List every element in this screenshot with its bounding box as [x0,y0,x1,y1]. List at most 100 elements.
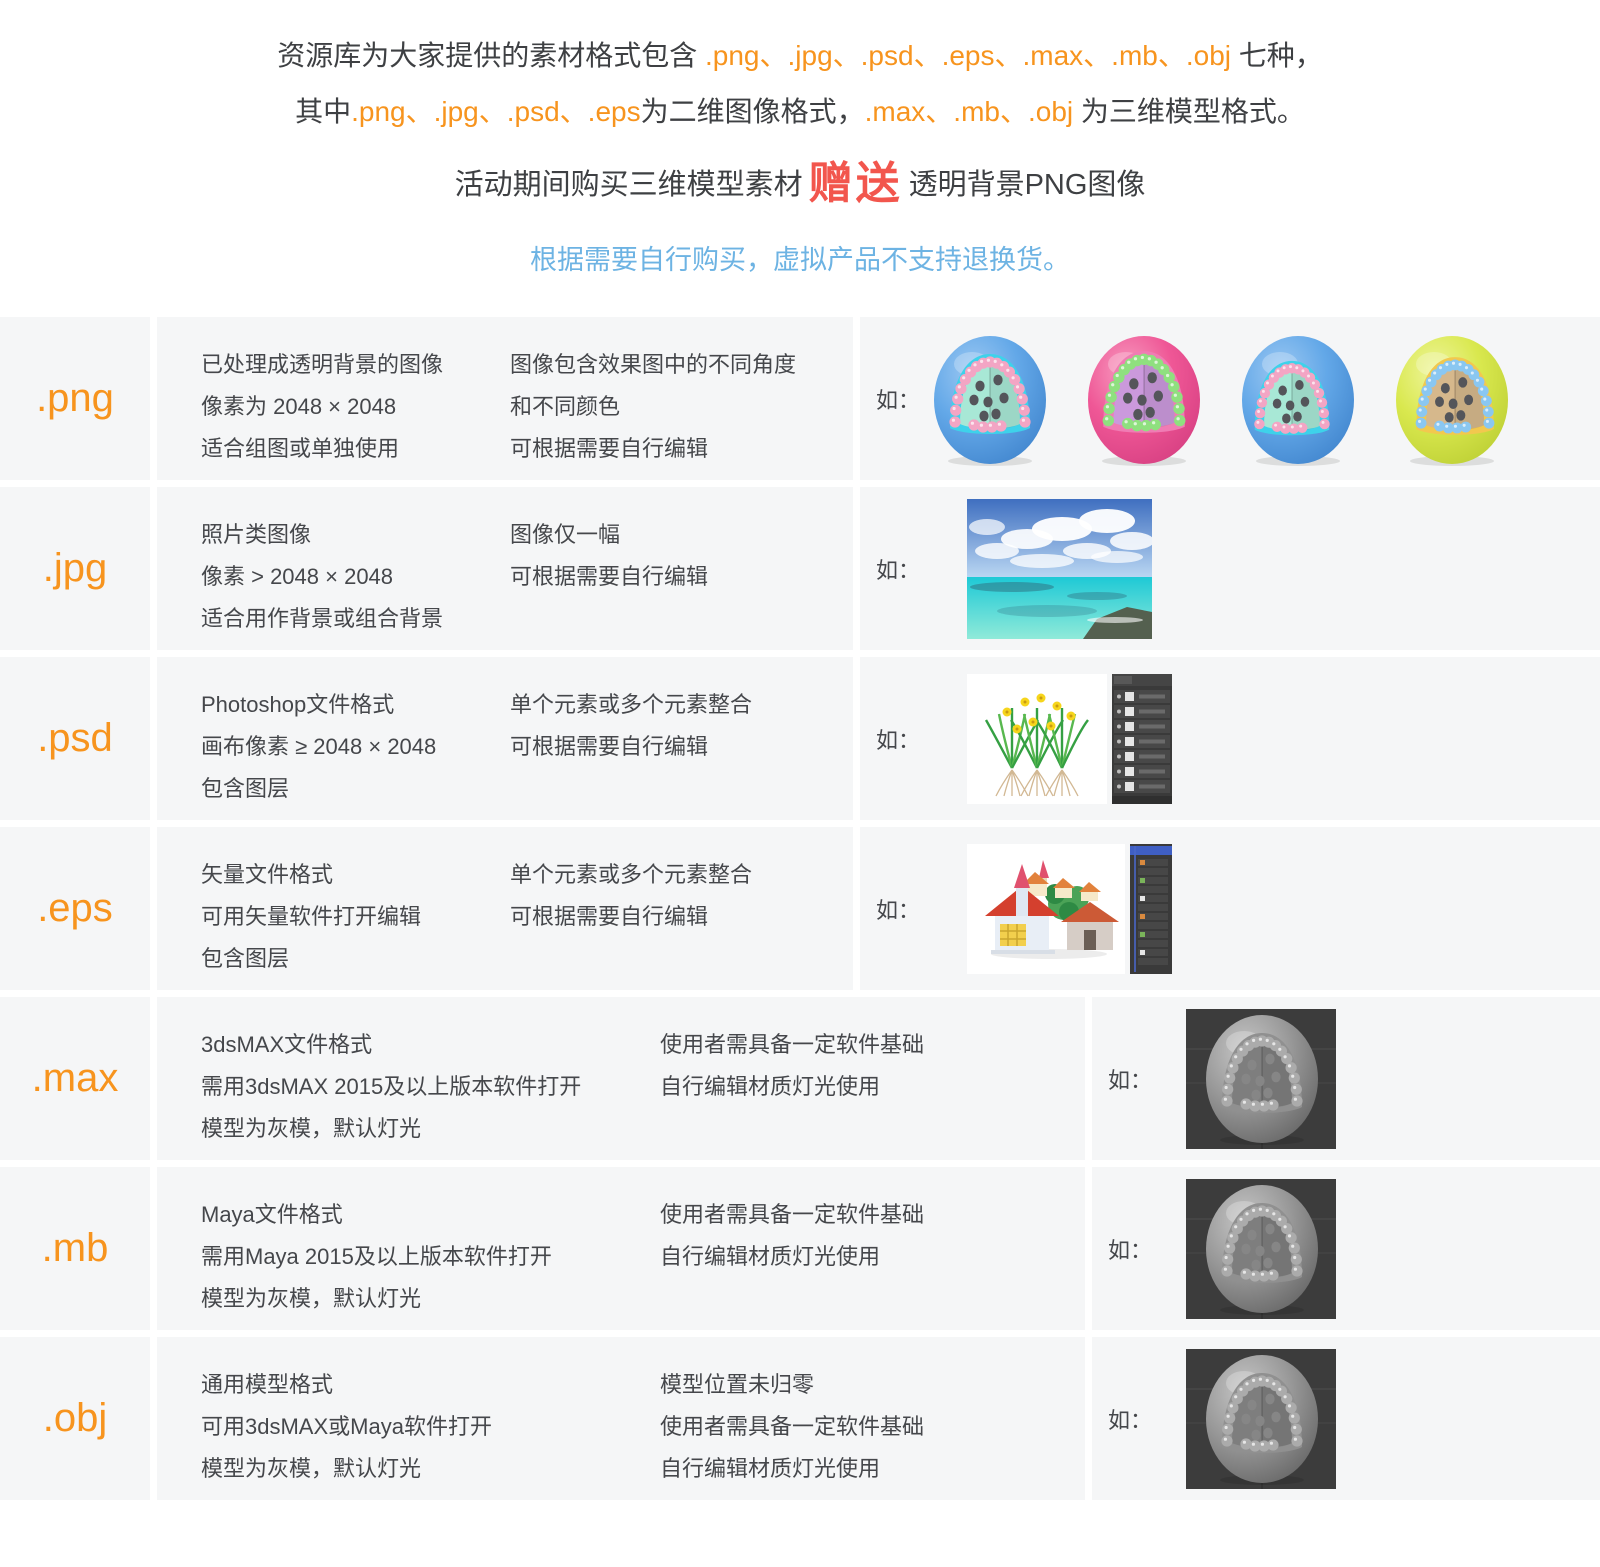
format-label-mb: .mb [0,1167,150,1330]
description-line: 3dsMAX文件格式 [201,1032,373,1057]
format-row-png: .png 已处理成透明背景的图像 像素为 2048 × 2048 适合组图或单独使用… [0,317,1600,480]
description-column-2: 图像包含效果图中的不同角度 和不同颜色可根据需要自行编辑 [510,344,796,480]
description-line: 使用者需具备一定软件基础 [660,1202,925,1227]
description-column-2: 模型位置未归零 使用者需具备一定软件基础 自行编辑材质灯光使用 [660,1364,924,1500]
eps-example-image [967,843,1172,974]
example-label: 如： [876,387,921,413]
example-cell-png: 如： [860,317,1600,480]
intro-line-2: 其中.png、.jpg、.psd、.eps为二维图像格式，.max、.mb、.o… [0,98,1600,126]
beach-photo-image [967,498,1152,639]
format-description-jpg: 照片类图像像素 > 2048 × 2048 适合用作背景或组合背景 图像仅一幅可根… [157,487,853,650]
format-description-eps: 矢量文件格式可用矢量软件打开编辑 包含图层 单个元素或多个元素整合 可根据需要自行编… [157,827,853,990]
format-label-eps: .eps [0,827,150,990]
description-line: 可根据需要自行编辑 [510,436,709,461]
format-description-mb: Maya文件格式 需用Maya 2015及以上版本软件打开 模型为灰模，默认灯光 使… [157,1167,1085,1330]
example-label: 如： [876,557,921,583]
description-line: 已处理成透明背景的图像 [201,352,444,377]
example-cell-jpg: 如： [860,487,1600,650]
text-segment: 七种， [1231,40,1323,71]
description-line: 需用3dsMAX 2015及以上版本软件打开 [201,1074,582,1099]
purchase-note: 根据需要自行购买，虚拟产品不支持退换货。 [530,245,1070,275]
description-line: 模型为灰模，默认灯光 [201,1286,422,1311]
description-line: 图像仅一幅 [510,522,621,547]
description-line: 单个元素或多个元素整合 [510,692,753,717]
format-description-psd: Photoshop文件格式 画布像素 ≥ 2048 × 2048 包含图层 单个元素… [157,657,853,820]
text-segment: 赠送 [808,159,903,208]
gray-model-viewport-image [1186,1348,1336,1489]
example-cell-max: 如： [1092,997,1600,1160]
description-line: 模型为灰模，默认灯光 [201,1456,422,1481]
description-line: 可根据需要自行编辑 [510,564,709,589]
description-line: 适合组图或单独使用 [201,436,400,461]
format-label-png: .png [0,317,150,480]
description-line: 需用Maya 2015及以上版本软件打开 [201,1244,552,1269]
description-column-1: Photoshop文件格式 画布像素 ≥ 2048 × 2048 包含图层 [201,684,510,820]
description-column-1: 3dsMAX文件格式需用3dsMAX 2015及以上版本软件打开 模型为灰模，默认… [201,1024,660,1160]
text-segment: 活动期间购买三维模型素材 [454,169,803,201]
example-label: 如： [1108,1237,1153,1263]
description-line: 像素为 2048 × 2048 [201,394,397,419]
description-line: 矢量文件格式 [201,862,334,887]
example-cell-mb: 如： [1092,1167,1600,1330]
format-label-psd: .psd [0,657,150,820]
description-line: 可用矢量软件打开编辑 [201,904,422,929]
format-row-mb: .mb Maya文件格式 需用Maya 2015及以上版本软件打开 模型为灰模，默认… [0,1167,1600,1330]
text-segment: 为三维模型格式。 [1073,96,1305,127]
text-segment: .max、.mb、.obj [864,96,1074,127]
description-line: 可根据需要自行编辑 [510,904,709,929]
description-line: 包含图层 [201,946,290,971]
header: 资源库为大家提供的素材格式包含 .png、.jpg、.psd、.eps、.max… [0,0,1600,317]
description-line: 通用模型格式 [201,1372,334,1397]
gray-model-viewport-image [1186,1008,1336,1149]
description-line: 模型为灰模，默认灯光 [201,1116,422,1141]
format-label-max: .max [0,997,150,1160]
description-line: 单个元素或多个元素整合 [510,862,753,887]
description-line: 包含图层 [201,776,290,801]
format-row-psd: .psd Photoshop文件格式 画布像素 ≥ 2048 × 2048 包含图层… [0,657,1600,820]
text-segment: 资源库为大家提供的素材格式包含 [277,40,705,71]
description-line: 像素 > 2048 × 2048 [201,564,394,589]
png-example-images [928,330,1514,468]
format-row-eps: .eps 矢量文件格式可用矢量软件打开编辑 包含图层 单个元素或多个元素整合 可根据… [0,827,1600,990]
example-cell-psd: 如： [860,657,1600,820]
description-column-2: 单个元素或多个元素整合 可根据需要自行编辑 [510,684,752,820]
psd-example-image [967,673,1172,804]
text-segment: 透明背景PNG图像 [908,169,1146,201]
description-column-1: 通用模型格式 可用3dsMAX或Maya软件打开 模型为灰模，默认灯光 [201,1364,660,1500]
description-line: 自行编辑材质灯光使用 [660,1074,881,1099]
example-label: 如： [1108,1407,1153,1433]
description-column-1: 照片类图像像素 > 2048 × 2048 适合用作背景或组合背景 [201,514,510,650]
format-row-jpg: .jpg 照片类图像像素 > 2048 × 2048 适合用作背景或组合背景 图像… [0,487,1600,650]
text-segment: .png、.jpg、.psd、.eps [351,96,641,127]
description-column-1: 矢量文件格式可用矢量软件打开编辑 包含图层 [201,854,510,990]
gray-model-viewport-image [1186,1178,1336,1319]
description-line: 自行编辑材质灯光使用 [660,1244,881,1269]
format-description-obj: 通用模型格式 可用3dsMAX或Maya软件打开 模型为灰模，默认灯光 模型位置未归… [157,1337,1085,1500]
format-row-obj: .obj 通用模型格式 可用3dsMAX或Maya软件打开 模型为灰模，默认灯光 模… [0,1337,1600,1500]
format-label-jpg: .jpg [0,487,150,650]
description-line: 照片类图像 [201,522,312,547]
format-row-max: .max 3dsMAX文件格式需用3dsMAX 2015及以上版本软件打开 模型为… [0,997,1600,1160]
promo-line: 活动期间购买三维模型素材 赠送 透明背景PNG图像 [0,162,1600,207]
text-segment: 其中 [295,96,352,127]
format-description-png: 已处理成透明背景的图像 像素为 2048 × 2048 适合组图或单独使用 图像包含… [157,317,853,480]
example-label: 如： [1108,1067,1153,1093]
description-column-2: 使用者需具备一定软件基础 自行编辑材质灯光使用 [660,1024,924,1160]
format-description-max: 3dsMAX文件格式需用3dsMAX 2015及以上版本软件打开 模型为灰模，默认… [157,997,1085,1160]
description-line: 使用者需具备一定软件基础 [660,1414,925,1439]
example-label: 如： [876,727,921,753]
text-segment: 为二维图像格式， [640,96,865,127]
description-line: 适合用作背景或组合背景 [201,606,444,631]
description-line: Photoshop文件格式 [201,692,395,717]
description-column-2: 单个元素或多个元素整合 可根据需要自行编辑 [510,854,752,990]
description-column-2: 图像仅一幅可根据需要自行编辑 [510,514,708,650]
intro-line-1: 资源库为大家提供的素材格式包含 .png、.jpg、.psd、.eps、.max… [0,42,1600,70]
description-column-2: 使用者需具备一定软件基础 自行编辑材质灯光使用 [660,1194,924,1330]
description-line: 图像包含效果图中的不同角度 [510,352,797,377]
description-line: 使用者需具备一定软件基础 [660,1032,925,1057]
description-line: 和不同颜色 [510,394,621,419]
format-label-obj: .obj [0,1337,150,1500]
text-segment: .png、.jpg、.psd、.eps、.max、.mb、.obj [705,40,1231,71]
example-cell-eps: 如： [860,827,1600,990]
